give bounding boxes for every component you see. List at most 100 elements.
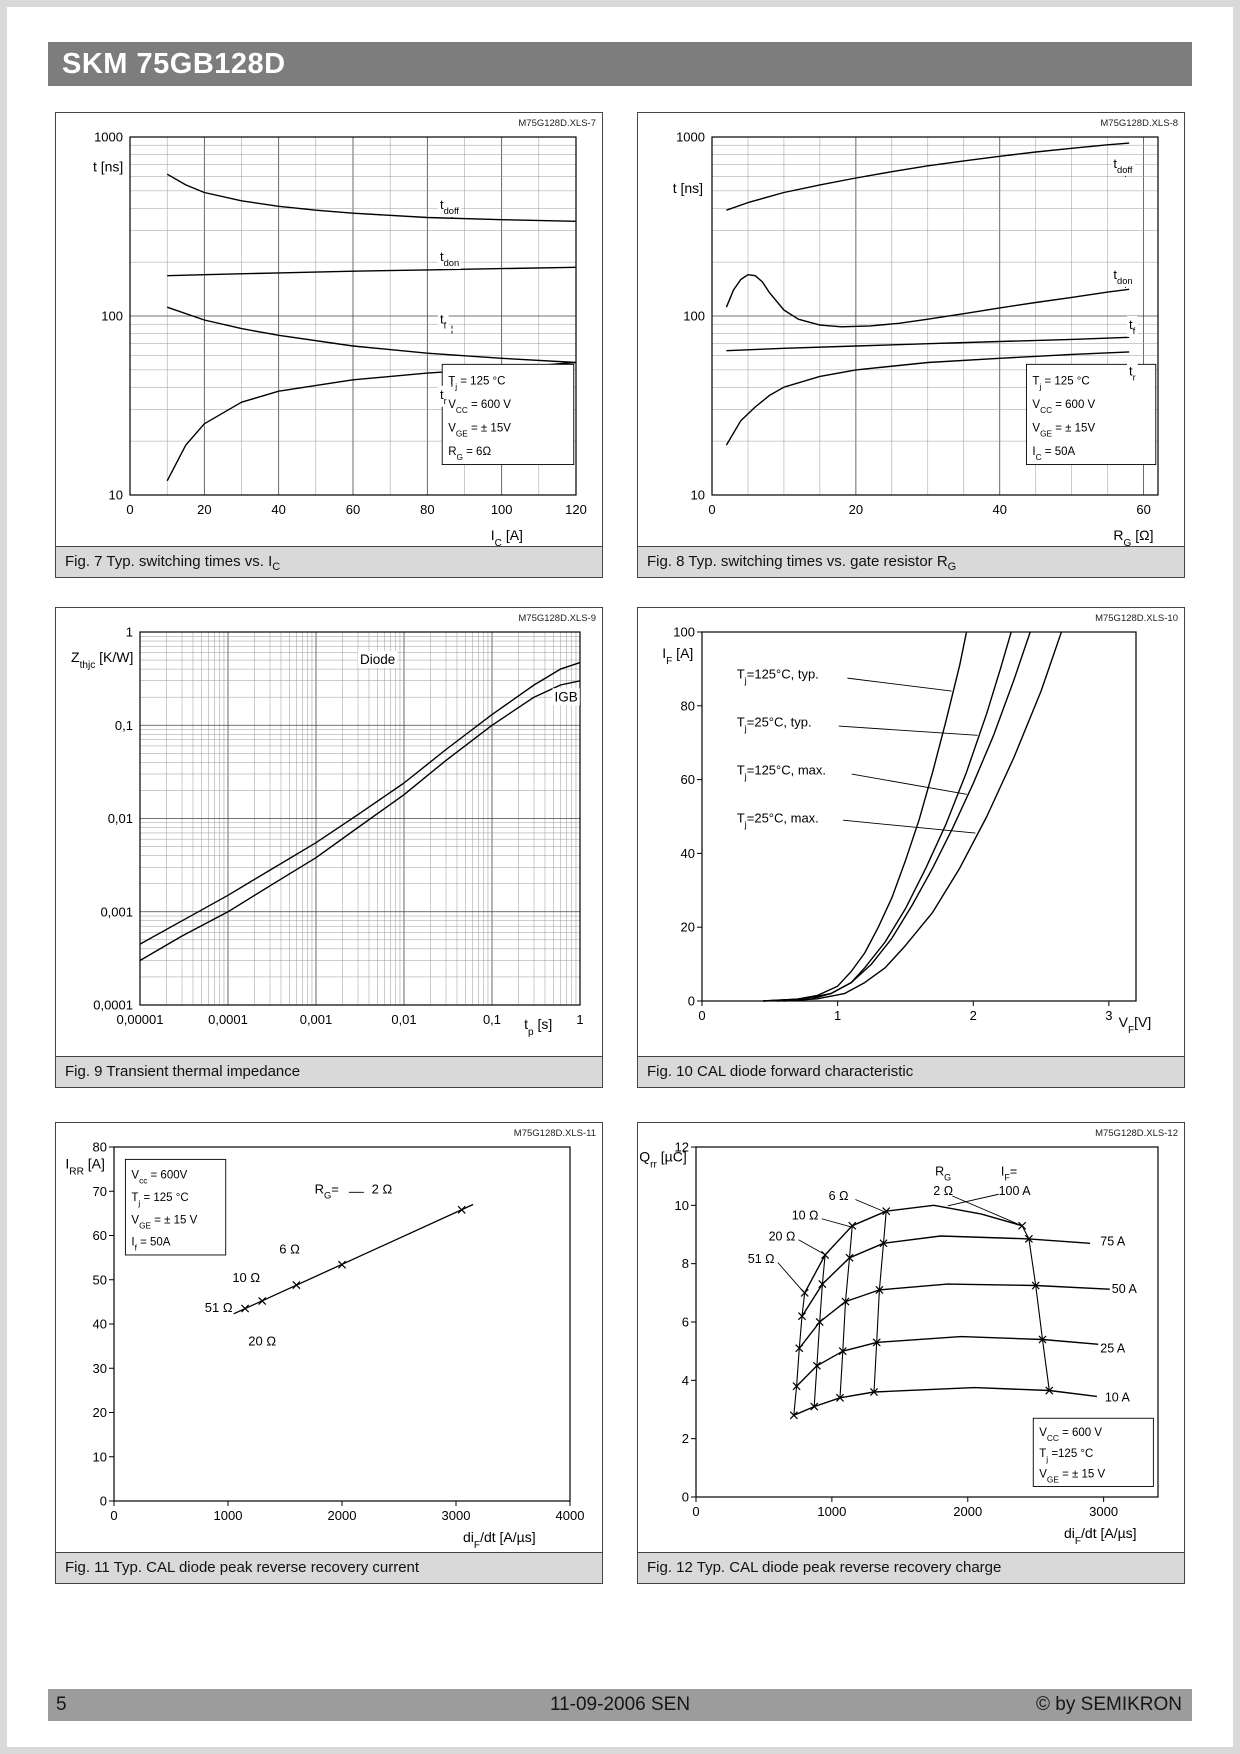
svg-text:2: 2 <box>682 1431 689 1446</box>
svg-text:20: 20 <box>197 502 211 517</box>
svg-text:60: 60 <box>346 502 360 517</box>
svg-text:51 Ω: 51 Ω <box>748 1252 775 1266</box>
svg-text:Tj=125°C, typ.: Tj=125°C, typ. <box>737 666 819 685</box>
svg-text:50 A: 50 A <box>1112 1282 1138 1296</box>
svg-text:0,01: 0,01 <box>391 1012 416 1027</box>
svg-text:tp [s]: tp [s] <box>524 1016 552 1038</box>
svg-text:VCC = 600 V: VCC = 600 V <box>448 399 511 415</box>
svg-text:VGE = ± 15 V: VGE = ± 15 V <box>1039 1469 1105 1485</box>
svg-text:IGB: IGB <box>555 689 578 704</box>
svg-text:100: 100 <box>101 309 123 324</box>
figure-11-chart: 0 10 20 30 40 50 60 70 80 0 1000 2000 3000 4000 Vcc = … <box>56 1123 602 1553</box>
svg-text:4000: 4000 <box>556 1508 585 1523</box>
svg-text:1: 1 <box>834 1008 841 1023</box>
svg-text:RG: RG <box>935 1165 951 1183</box>
figure-8-chart: 10 100 1000 0 20 40 60 Tj = 125 °C VCC = 600 V VG… <box>638 113 1184 547</box>
figure-11-panel: 0 10 20 30 40 50 60 70 80 0 1000 2000 3000 4000 Vcc = … <box>55 1122 603 1584</box>
svg-text:40: 40 <box>93 1317 107 1332</box>
svg-text:tdoff: tdoff <box>1113 156 1132 175</box>
svg-text:RG [Ω]: RG [Ω] <box>1113 527 1153 547</box>
figure-12-panel: 0 2 4 6 8 10 12 0 1000 2000 3000 VCC = 600 V Tj =125… <box>637 1122 1185 1584</box>
svg-text:0: 0 <box>688 994 695 1009</box>
svg-text:0,01: 0,01 <box>108 811 133 826</box>
svg-text:VF[V]: VF[V] <box>1119 1014 1152 1036</box>
svg-text:80: 80 <box>681 698 695 713</box>
svg-text:t [ns]: t [ns] <box>93 158 123 174</box>
svg-text:VGE = ± 15 V: VGE = ± 15 V <box>131 1214 197 1230</box>
svg-text:20: 20 <box>681 920 695 935</box>
document-header-bar: SKM 75GB128D <box>48 42 1192 86</box>
svg-text:0,1: 0,1 <box>483 1012 501 1027</box>
svg-text:Qrr [µC]: Qrr [µC] <box>639 1149 686 1171</box>
svg-text:tr: tr <box>1129 363 1136 382</box>
svg-text:RG = 6Ω: RG = 6Ω <box>448 446 491 462</box>
svg-text:M75G128D.XLS-7: M75G128D.XLS-7 <box>518 118 596 129</box>
svg-text:Tj = 125 °C: Tj = 125 °C <box>131 1192 188 1208</box>
svg-text:0,0001: 0,0001 <box>93 998 133 1013</box>
svg-text:tf: tf <box>1129 317 1136 336</box>
svg-text:25 A: 25 A <box>1100 1341 1126 1355</box>
svg-text:0: 0 <box>698 1008 705 1023</box>
figure-10-caption-text: Fig. 10 CAL diode forward characteristic <box>647 1063 914 1080</box>
svg-text:4: 4 <box>682 1373 689 1388</box>
svg-text:50: 50 <box>93 1272 107 1287</box>
svg-text:10: 10 <box>109 488 123 503</box>
svg-text:tdon: tdon <box>1113 267 1132 286</box>
svg-text:8: 8 <box>682 1256 689 1271</box>
svg-text:2000: 2000 <box>953 1504 982 1519</box>
svg-text:10: 10 <box>675 1198 689 1213</box>
svg-text:1: 1 <box>576 1012 583 1027</box>
svg-text:0: 0 <box>692 1504 699 1519</box>
figure-7-caption-text: Fig. 7 Typ. switching times vs. I <box>65 553 273 570</box>
svg-text:VCC = 600 V: VCC = 600 V <box>1032 399 1095 415</box>
svg-text:0: 0 <box>682 1490 689 1505</box>
svg-text:80: 80 <box>420 502 434 517</box>
svg-text:1000: 1000 <box>676 130 705 145</box>
svg-text:2: 2 <box>970 1008 977 1023</box>
svg-text:100: 100 <box>673 625 695 640</box>
svg-text:2 Ω: 2 Ω <box>372 1181 393 1196</box>
svg-text:20: 20 <box>93 1405 107 1420</box>
svg-text:t [ns]: t [ns] <box>673 180 703 196</box>
svg-text:M75G128D.XLS-11: M75G128D.XLS-11 <box>514 1128 596 1139</box>
svg-text:51 Ω: 51 Ω <box>205 1300 233 1315</box>
figure-8-caption-sub: G <box>947 561 957 573</box>
figure-11-caption-text: Fig. 11 Typ. CAL diode peak reverse reco… <box>65 1559 420 1576</box>
svg-text:1000: 1000 <box>214 1508 243 1523</box>
svg-text:Vcc = 600V: Vcc = 600V <box>131 1170 187 1186</box>
svg-text:40: 40 <box>271 502 285 517</box>
svg-text:100: 100 <box>491 502 513 517</box>
svg-text:6 Ω: 6 Ω <box>829 1189 849 1203</box>
footer-copyright: © by SEMIKRON <box>1036 1694 1182 1715</box>
svg-text:20 Ω: 20 Ω <box>769 1229 796 1243</box>
footer-page-number: 5 <box>56 1694 67 1715</box>
figure-10-chart: 0 20 40 60 80 100 0 1 2 3 IF [A] VF[V] Tj=125°C, typ… <box>638 608 1184 1057</box>
svg-text:40: 40 <box>993 502 1007 517</box>
svg-text:6: 6 <box>682 1315 689 1330</box>
svg-text:0: 0 <box>126 502 133 517</box>
svg-text:3000: 3000 <box>442 1508 471 1523</box>
figure-7-caption-sub: C <box>272 561 281 573</box>
svg-text:M75G128D.XLS-8: M75G128D.XLS-8 <box>1100 118 1178 129</box>
svg-text:1000: 1000 <box>94 130 123 145</box>
svg-text:Zthjc [K/W]: Zthjc [K/W] <box>71 649 133 671</box>
svg-text:2 Ω: 2 Ω <box>933 1184 953 1198</box>
svg-text:If = 50A: If = 50A <box>131 1237 170 1253</box>
figure-9-caption: Fig. 9 Transient thermal impedance <box>56 1056 602 1087</box>
svg-text:0,00001: 0,00001 <box>117 1012 164 1027</box>
part-number-title: SKM 75GB128D <box>62 48 286 80</box>
svg-text:80: 80 <box>93 1140 107 1155</box>
svg-text:2000: 2000 <box>328 1508 357 1523</box>
svg-text:1: 1 <box>126 625 133 640</box>
figure-7-caption: Fig. 7 Typ. switching times vs. IC <box>56 546 602 577</box>
svg-text:100: 100 <box>683 309 705 324</box>
figure-9-caption-text: Fig. 9 Transient thermal impedance <box>65 1063 301 1080</box>
svg-text:IRR [A]: IRR [A] <box>65 1156 104 1178</box>
svg-text:0: 0 <box>110 1508 117 1523</box>
footer-date: 11-09-2006 SEN <box>549 1694 691 1715</box>
svg-text:12: 12 <box>675 1140 689 1155</box>
svg-text:Tj =125 °C: Tj =125 °C <box>1039 1448 1093 1464</box>
svg-text:Diode: Diode <box>360 652 395 667</box>
